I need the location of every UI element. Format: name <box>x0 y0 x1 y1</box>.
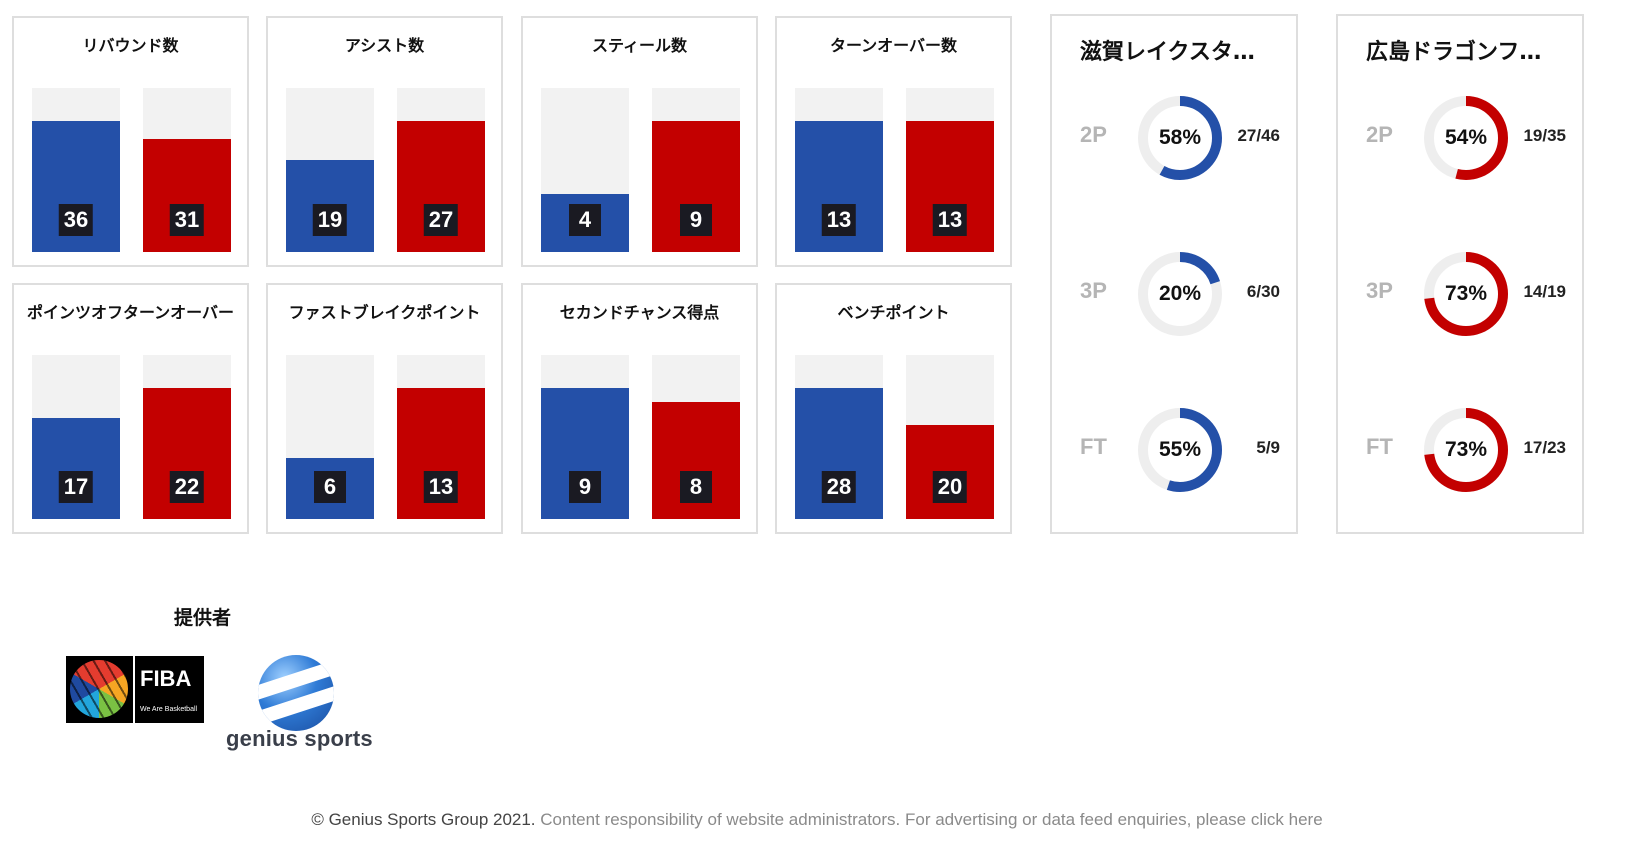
team-a-bar-track: 36 <box>32 88 120 252</box>
shot-type-label: FT <box>1366 434 1393 459</box>
shooting-percentage-value: 58% <box>1158 126 1202 149</box>
team-shooting-card: 滋賀レイクスタ… 2P 58% 27/46 3P 20% 6/30 FT 55% 5/9 <box>1050 14 1298 534</box>
team-b-bar-value: 27 <box>423 204 459 236</box>
team-b-bar-track: 8 <box>652 355 740 519</box>
fiba-tagline: We Are Basketball <box>140 706 198 713</box>
made-attempted-ratio: 6/30 <box>1246 282 1280 301</box>
team-a-bar-value: 36 <box>58 204 94 236</box>
team-a-bar-track: 28 <box>795 355 883 519</box>
shooting-percentage-value: 73% <box>1444 282 1488 305</box>
team-b-bar-track: 31 <box>143 88 231 252</box>
team-b-bar-value: 20 <box>932 471 968 503</box>
team-a-bar-track: 17 <box>32 355 120 519</box>
stat-card-title: ポインツオフターンオーバー <box>26 303 235 322</box>
stat-card: セカンドチャンス得点 9 8 <box>521 283 758 534</box>
fiba-logo[interactable]: FIBA We Are Basketball <box>66 656 204 723</box>
stat-card-title: セカンドチャンス得点 <box>559 303 720 322</box>
shot-type-label: 2P <box>1080 122 1107 147</box>
team-name: 滋賀レイクスタ… <box>1080 40 1255 65</box>
made-attempted-ratio: 5/9 <box>1256 438 1280 457</box>
team-b-bar-value: 13 <box>932 204 968 236</box>
shooting-percentage-donut: 73% <box>1422 406 1510 494</box>
fiba-logo-text: FIBA <box>140 666 192 691</box>
team-b-bar-value: 13 <box>423 471 459 503</box>
team-b-bar-track: 27 <box>397 88 485 252</box>
fiba-ball-icon <box>70 660 128 718</box>
stat-card-title: ターンオーバー数 <box>829 36 958 55</box>
stat-card-title: スティール数 <box>591 36 688 55</box>
stat-card: ポインツオフターンオーバー 17 22 <box>12 283 249 534</box>
team-b-bar-track: 13 <box>906 88 994 252</box>
stat-card: リバウンド数 36 31 <box>12 16 249 267</box>
fiba-divider <box>133 656 135 723</box>
team-b-bar-track: 22 <box>143 355 231 519</box>
shooting-percentage-value: 54% <box>1444 126 1488 149</box>
footer-notice-link[interactable]: Content responsibility of website admini… <box>535 810 1323 829</box>
shooting-percentage-donut: 73% <box>1422 250 1510 338</box>
team-a-bar-track: 19 <box>286 88 374 252</box>
team-a-bar-track: 9 <box>541 355 629 519</box>
team-a-bar-value: 17 <box>58 471 94 503</box>
stat-card: スティール数 4 9 <box>521 16 758 267</box>
made-attempted-ratio: 19/35 <box>1523 126 1566 145</box>
stat-card: ベンチポイント 28 20 <box>775 283 1012 534</box>
stat-card: アシスト数 19 27 <box>266 16 503 267</box>
shot-type-label: 3P <box>1080 278 1107 303</box>
team-a-bar-value: 6 <box>314 471 346 503</box>
provider-label: 提供者 <box>174 607 232 629</box>
shooting-percentage-donut: 54% <box>1422 94 1510 182</box>
shot-type-label: 3P <box>1366 278 1393 303</box>
team-a-bar-value: 19 <box>312 204 348 236</box>
shooting-percentage-value: 20% <box>1158 282 1202 305</box>
team-a-bar-track: 4 <box>541 88 629 252</box>
shot-type-label: 2P <box>1366 122 1393 147</box>
team-b-bar-value: 9 <box>680 204 712 236</box>
team-b-bar-track: 9 <box>652 88 740 252</box>
made-attempted-ratio: 27/46 <box>1237 126 1280 145</box>
genius-sports-globe-icon[interactable] <box>258 655 334 731</box>
shooting-percentage-donut: 58% <box>1136 94 1224 182</box>
stat-card-title: リバウンド数 <box>82 36 179 55</box>
team-a-bar-track: 6 <box>286 355 374 519</box>
team-a-bar-track: 13 <box>795 88 883 252</box>
made-attempted-ratio: 17/23 <box>1523 438 1566 457</box>
team-b-bar-value: 22 <box>169 471 205 503</box>
team-b-bar-track: 13 <box>397 355 485 519</box>
footer: © Genius Sports Group 2021. Content resp… <box>0 810 1634 830</box>
stat-card: ターンオーバー数 13 13 <box>775 16 1012 267</box>
team-b-bar-value: 8 <box>680 471 712 503</box>
stat-card-title: ベンチポイント <box>837 303 950 322</box>
shooting-percentage-value: 73% <box>1444 438 1488 461</box>
team-b-bar-value: 31 <box>169 204 205 236</box>
shot-type-label: FT <box>1080 434 1107 459</box>
team-a-bar-value: 13 <box>821 204 857 236</box>
stat-card-title: アシスト数 <box>344 36 425 55</box>
shooting-percentage-value: 55% <box>1158 438 1202 461</box>
team-name: 広島ドラゴンフ… <box>1366 40 1542 65</box>
shooting-percentage-donut: 55% <box>1136 406 1224 494</box>
team-a-bar-value: 28 <box>821 471 857 503</box>
genius-sports-logo-text[interactable]: genius sports <box>226 726 373 751</box>
team-a-bar-value: 4 <box>569 204 601 236</box>
team-shooting-card: 広島ドラゴンフ… 2P 54% 19/35 3P 73% 14/19 FT 73% 17/23 <box>1336 14 1584 534</box>
stat-card: ファストブレイクポイント 6 13 <box>266 283 503 534</box>
stat-card-title: ファストブレイクポイント <box>288 303 481 322</box>
made-attempted-ratio: 14/19 <box>1523 282 1566 301</box>
team-b-bar-track: 20 <box>906 355 994 519</box>
team-a-bar-value: 9 <box>569 471 601 503</box>
footer-copyright: © Genius Sports Group 2021. <box>311 810 536 829</box>
shooting-percentage-donut: 20% <box>1136 250 1224 338</box>
team-a-bar <box>32 418 120 519</box>
